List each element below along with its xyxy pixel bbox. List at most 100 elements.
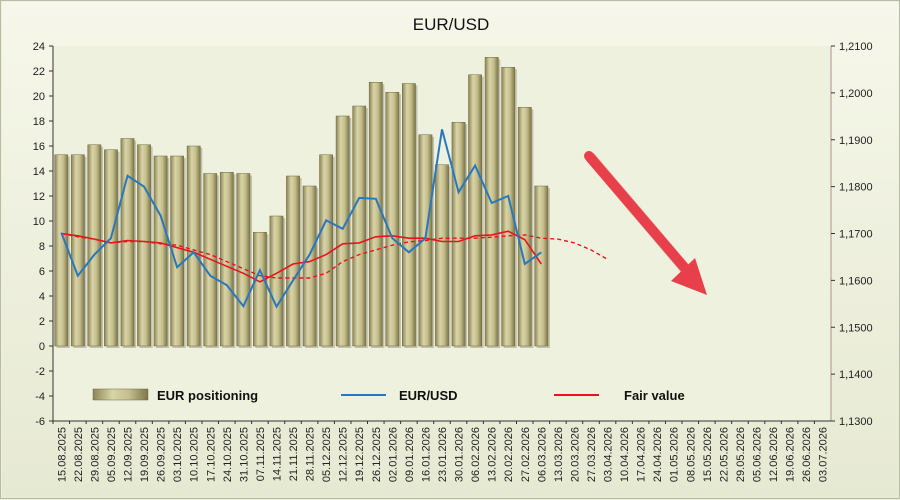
x-tick-label: 12.06.2026 — [768, 427, 780, 482]
left-tick-label: 2 — [39, 316, 45, 328]
x-tick-label: 29.08.2025 — [89, 427, 101, 482]
x-tick-label: 09.01.2026 — [404, 427, 416, 482]
left-tick-label: 20 — [33, 91, 45, 103]
left-tick-label: 18 — [33, 116, 45, 128]
right-tick-label: 1,1300 — [839, 416, 873, 428]
x-tick-label: 22.08.2025 — [73, 427, 85, 482]
right-tick-label: 1,2000 — [839, 88, 873, 100]
x-tick-label: 06.03.2026 — [536, 427, 548, 482]
x-tick-label: 15.05.2026 — [702, 427, 714, 482]
x-tick-label: 03.10.2025 — [172, 427, 184, 482]
legend-label-eur-positioning: EUR positioning — [157, 388, 258, 403]
x-tick-label: 21.11.2025 — [288, 427, 300, 481]
x-tick-label: 12.09.2025 — [122, 427, 134, 482]
bar-eur-positioning — [120, 138, 135, 347]
bar-eur-positioning — [286, 175, 300, 347]
x-tick-label: 10.04.2026 — [619, 427, 631, 482]
annotations — [584, 151, 707, 295]
left-tick-label: 0 — [39, 341, 45, 353]
x-tick-label: 19.06.2026 — [785, 427, 797, 482]
left-tick-label: 10 — [33, 216, 45, 228]
bar-eur-positioning — [451, 122, 466, 347]
x-tick-label: 20.03.2026 — [569, 427, 581, 482]
x-tick-label: 26.09.2025 — [156, 427, 168, 482]
bar-eur-positioning — [137, 144, 151, 347]
left-tick-label: 14 — [33, 166, 45, 178]
x-tick-label: 28.11.2025 — [305, 427, 317, 481]
left-tick-label: 24 — [33, 41, 45, 53]
x-tick-label: 01.05.2026 — [669, 427, 681, 482]
bar-eur-positioning — [87, 144, 102, 347]
bar-eur-positioning — [236, 173, 251, 347]
bar-eur-positioning — [352, 105, 367, 347]
x-tick-label: 15.08.2025 — [56, 427, 68, 482]
right-tick-label: 1,1900 — [839, 135, 873, 147]
bar-eur-positioning — [517, 107, 532, 347]
left-tick-label: -4 — [35, 391, 45, 403]
right-tick-label: 1,1500 — [839, 322, 873, 334]
x-tick-label: 16.01.2026 — [420, 427, 432, 482]
x-tick-label: 29.05.2026 — [735, 427, 747, 482]
line-eurusd — [60, 129, 542, 309]
chart-title: EUR/USD — [413, 15, 490, 34]
x-tick-label: 13.02.2026 — [487, 427, 499, 482]
legend: EUR positioning EUR/USD Fair value — [92, 388, 685, 403]
x-tick-label: 26.12.2025 — [371, 427, 383, 482]
x-tick-label: 03.04.2026 — [603, 427, 615, 482]
x-tick-label: 17.10.2025 — [205, 427, 217, 482]
x-tick-label: 24.10.2025 — [222, 427, 234, 482]
left-tick-label: 8 — [39, 241, 45, 253]
bar-eur-positioning — [534, 185, 549, 347]
left-tick-label: 16 — [33, 141, 45, 153]
bar-eur-positioning — [319, 154, 333, 347]
arrow-head — [671, 258, 707, 295]
right-tick-label: 1,1800 — [839, 182, 873, 194]
legend-swatch-eur-positioning — [92, 388, 149, 401]
left-tick-label: 22 — [33, 66, 45, 78]
bar-eur-positioning — [104, 149, 118, 347]
x-tick-label: 05.12.2025 — [321, 427, 333, 482]
x-tick-label: 17.04.2026 — [636, 427, 648, 482]
x-tick-label: 06.02.2026 — [470, 427, 482, 482]
left-tick-label: 4 — [39, 291, 45, 303]
x-tick-label: 12.12.2025 — [338, 427, 350, 482]
bar-eur-positioning — [385, 92, 400, 347]
x-tick-label: 05.06.2026 — [752, 427, 764, 482]
left-tick-label: 12 — [33, 191, 45, 203]
right-tick-label: 1,1700 — [839, 229, 873, 241]
x-tick-label: 23.01.2026 — [437, 427, 449, 482]
right-tick-label: 1,1600 — [839, 275, 873, 287]
bar-eur-positioning — [335, 115, 350, 347]
right-tick-label: 1,2100 — [839, 41, 873, 53]
x-tick-label: 03.07.2026 — [818, 427, 830, 482]
bar-eur-positioning — [54, 154, 69, 347]
x-tick-label: 14.11.2025 — [271, 427, 283, 481]
x-tick-label: 24.04.2026 — [652, 427, 664, 482]
x-tick-label: 19.12.2025 — [354, 427, 366, 482]
x-tick-label: 02.01.2026 — [387, 427, 399, 482]
bar-eur-positioning — [70, 154, 85, 347]
x-tick-label: 31.10.2025 — [238, 427, 250, 482]
bar-eur-positioning — [153, 155, 168, 347]
left-tick-label: 6 — [39, 266, 45, 278]
left-tick-label: -6 — [35, 416, 45, 428]
bar-eur-positioning — [253, 232, 267, 347]
legend-label-eurusd: EUR/USD — [399, 388, 458, 403]
legend-label-fair-value: Fair value — [624, 388, 685, 403]
x-tick-label: 05.09.2025 — [106, 427, 118, 482]
x-tick-label: 22.05.2026 — [718, 427, 730, 482]
x-tick-label: 07.11.2025 — [255, 427, 267, 481]
x-tick-label: 08.05.2026 — [685, 427, 697, 482]
bar-eur-positioning — [302, 185, 317, 347]
left-tick-label: -2 — [35, 366, 45, 378]
x-tick-label: 27.03.2026 — [586, 427, 598, 482]
x-tick-label: 19.09.2025 — [139, 427, 151, 482]
x-tick-label: 26.06.2026 — [801, 427, 813, 482]
arrow-shaft — [584, 151, 694, 278]
bar-eur-positioning — [269, 215, 284, 347]
bar-eur-positioning — [402, 83, 416, 347]
bar-eur-positioning — [368, 82, 383, 347]
x-tick-label: 27.02.2026 — [520, 427, 532, 482]
right-tick-label: 1,1400 — [839, 369, 873, 381]
